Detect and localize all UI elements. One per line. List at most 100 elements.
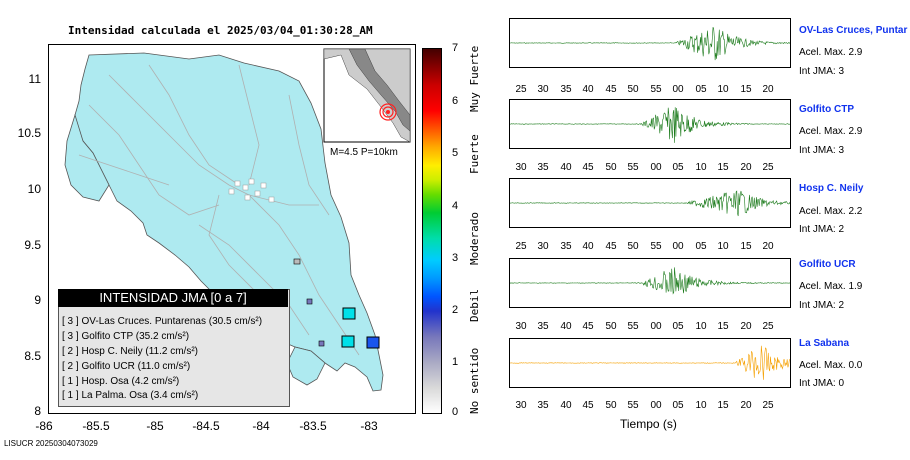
- colorbar-value: 3: [452, 252, 459, 264]
- legend-entry: [ 3 ] Golfito CTP (35.2 cm/s²): [62, 331, 190, 342]
- time-tick: 50: [627, 241, 639, 252]
- station-accel: Acel. Max. 1.9: [799, 281, 863, 292]
- colorbar-category: Debil: [468, 288, 481, 322]
- lat-tick: 10: [27, 182, 41, 196]
- intensity-colorbar: [422, 48, 442, 414]
- time-tick: 25: [515, 241, 527, 252]
- lat-tick: 9.5: [24, 238, 41, 252]
- time-tick: 45: [582, 400, 594, 411]
- lon-tick: -84: [252, 419, 270, 433]
- station-name[interactable]: La Sabana: [799, 338, 850, 349]
- time-tick: 50: [627, 84, 639, 95]
- time-tick: 15: [740, 241, 752, 252]
- time-tick: 35: [537, 400, 549, 411]
- time-tick: 00: [672, 84, 684, 95]
- map-title: Intensidad calculada el 2025/03/04_01:30…: [68, 24, 373, 37]
- lon-tick: -83: [360, 419, 378, 433]
- time-ticks: 30 35 40 45 50 55 00 05 10 15 20 25: [509, 400, 789, 412]
- time-tick: 10: [695, 400, 707, 411]
- time-tick: 10: [717, 84, 729, 95]
- station-marker-neily: [366, 336, 380, 349]
- waveform-trace: [510, 26, 790, 61]
- time-tick: 50: [605, 162, 617, 173]
- footer-id: LISUCR 20250304073029: [4, 439, 98, 448]
- time-tick: 50: [605, 321, 617, 332]
- colorbar-value: 2: [452, 304, 459, 316]
- station-name[interactable]: Golfito CTP: [799, 104, 854, 115]
- waveform-panel[interactable]: [509, 178, 791, 228]
- lat-tick: 8: [34, 404, 41, 418]
- time-tick: 05: [695, 241, 707, 252]
- time-ticks: 25 30 35 40 45 50 55 00 05 10 15 20: [509, 241, 789, 253]
- station-jma: Int JMA: 3: [799, 66, 845, 77]
- lat-tick: 10.5: [17, 126, 41, 140]
- colorbar-value: 7: [452, 42, 459, 54]
- time-tick: 45: [582, 321, 594, 332]
- san-jose-cluster: [228, 178, 275, 203]
- time-tick: 55: [627, 162, 639, 173]
- time-tick: 20: [762, 84, 774, 95]
- station-name[interactable]: Hosp C. Neily: [799, 183, 864, 194]
- colorbar-category: Muy Fuerte: [468, 45, 481, 112]
- time-tick: 55: [650, 241, 662, 252]
- time-tick: 55: [650, 84, 662, 95]
- time-tick: 35: [537, 162, 549, 173]
- time-tick: 45: [605, 241, 617, 252]
- time-tick: 30: [515, 321, 527, 332]
- time-ticks: 25 30 35 40 45 50 55 00 05 10 15 20: [509, 84, 789, 96]
- station-marker-golfito-ctp: [342, 307, 356, 320]
- time-ticks: 30 35 40 45 50 55 00 05 10 15 20 25: [509, 321, 789, 333]
- waveform-panel[interactable]: [509, 338, 791, 388]
- time-tick: 30: [537, 241, 549, 252]
- time-tick: 55: [627, 321, 639, 332]
- waveform-panel[interactable]: [509, 258, 791, 308]
- time-tick: 45: [605, 84, 617, 95]
- lon-tick: -86: [35, 419, 53, 433]
- epicenter-ring: [379, 103, 397, 121]
- time-tick: 25: [762, 162, 774, 173]
- legend-entry: [ 2 ] Golfito UCR (11.0 cm/s²): [62, 361, 191, 372]
- location-inset: [323, 48, 411, 143]
- station-accel: Acel. Max. 0.0: [799, 360, 863, 371]
- colorbar-category: Moderado: [468, 212, 481, 265]
- station-marker-osa: [306, 298, 313, 305]
- time-tick: 00: [650, 162, 662, 173]
- station-marker-palma: [318, 340, 325, 347]
- time-tick: 15: [717, 162, 729, 173]
- time-tick: 00: [672, 241, 684, 252]
- time-tick: 40: [560, 162, 572, 173]
- lat-tick: 8.5: [24, 349, 41, 363]
- waveform-panel[interactable]: [509, 99, 791, 149]
- lon-tick: -84.5: [192, 419, 220, 433]
- time-tick: 25: [762, 321, 774, 332]
- time-tick: 40: [582, 241, 594, 252]
- time-tick: 40: [560, 400, 572, 411]
- time-tick: 20: [740, 400, 752, 411]
- station-name[interactable]: OV-Las Cruces, Puntar: [799, 25, 908, 36]
- time-tick: 25: [515, 84, 527, 95]
- time-tick: 10: [717, 241, 729, 252]
- time-tick: 05: [672, 162, 684, 173]
- lon-tick: -85.5: [82, 419, 110, 433]
- waveform-trace: [510, 345, 790, 380]
- time-tick: 40: [560, 321, 572, 332]
- waveform-trace: [510, 267, 790, 295]
- legend-entry: [ 3 ] OV-Las Cruces. Puntarenas (30.5 cm…: [62, 316, 263, 327]
- station-name[interactable]: Golfito UCR: [799, 259, 856, 270]
- time-tick: 15: [740, 84, 752, 95]
- legend-entry: [ 1 ] La Palma. Osa (3.4 cm/s²): [62, 390, 199, 401]
- lat-tick: 9: [34, 293, 41, 307]
- time-tick: 30: [537, 84, 549, 95]
- waveform-panel[interactable]: [509, 18, 791, 68]
- station-jma: Int JMA: 0: [799, 378, 845, 389]
- station-jma: Int JMA: 3: [799, 145, 845, 156]
- time-tick: 10: [695, 162, 707, 173]
- time-tick: 00: [650, 321, 662, 332]
- station-marker-las-cruces: [341, 335, 355, 348]
- time-tick: 45: [582, 162, 594, 173]
- colorbar-value: 1: [452, 356, 459, 368]
- time-tick: 15: [717, 400, 729, 411]
- time-tick: 55: [627, 400, 639, 411]
- station-accel: Acel. Max. 2.9: [799, 126, 863, 137]
- legend-title: INTENSIDAD JMA [0 a 7]: [58, 289, 288, 307]
